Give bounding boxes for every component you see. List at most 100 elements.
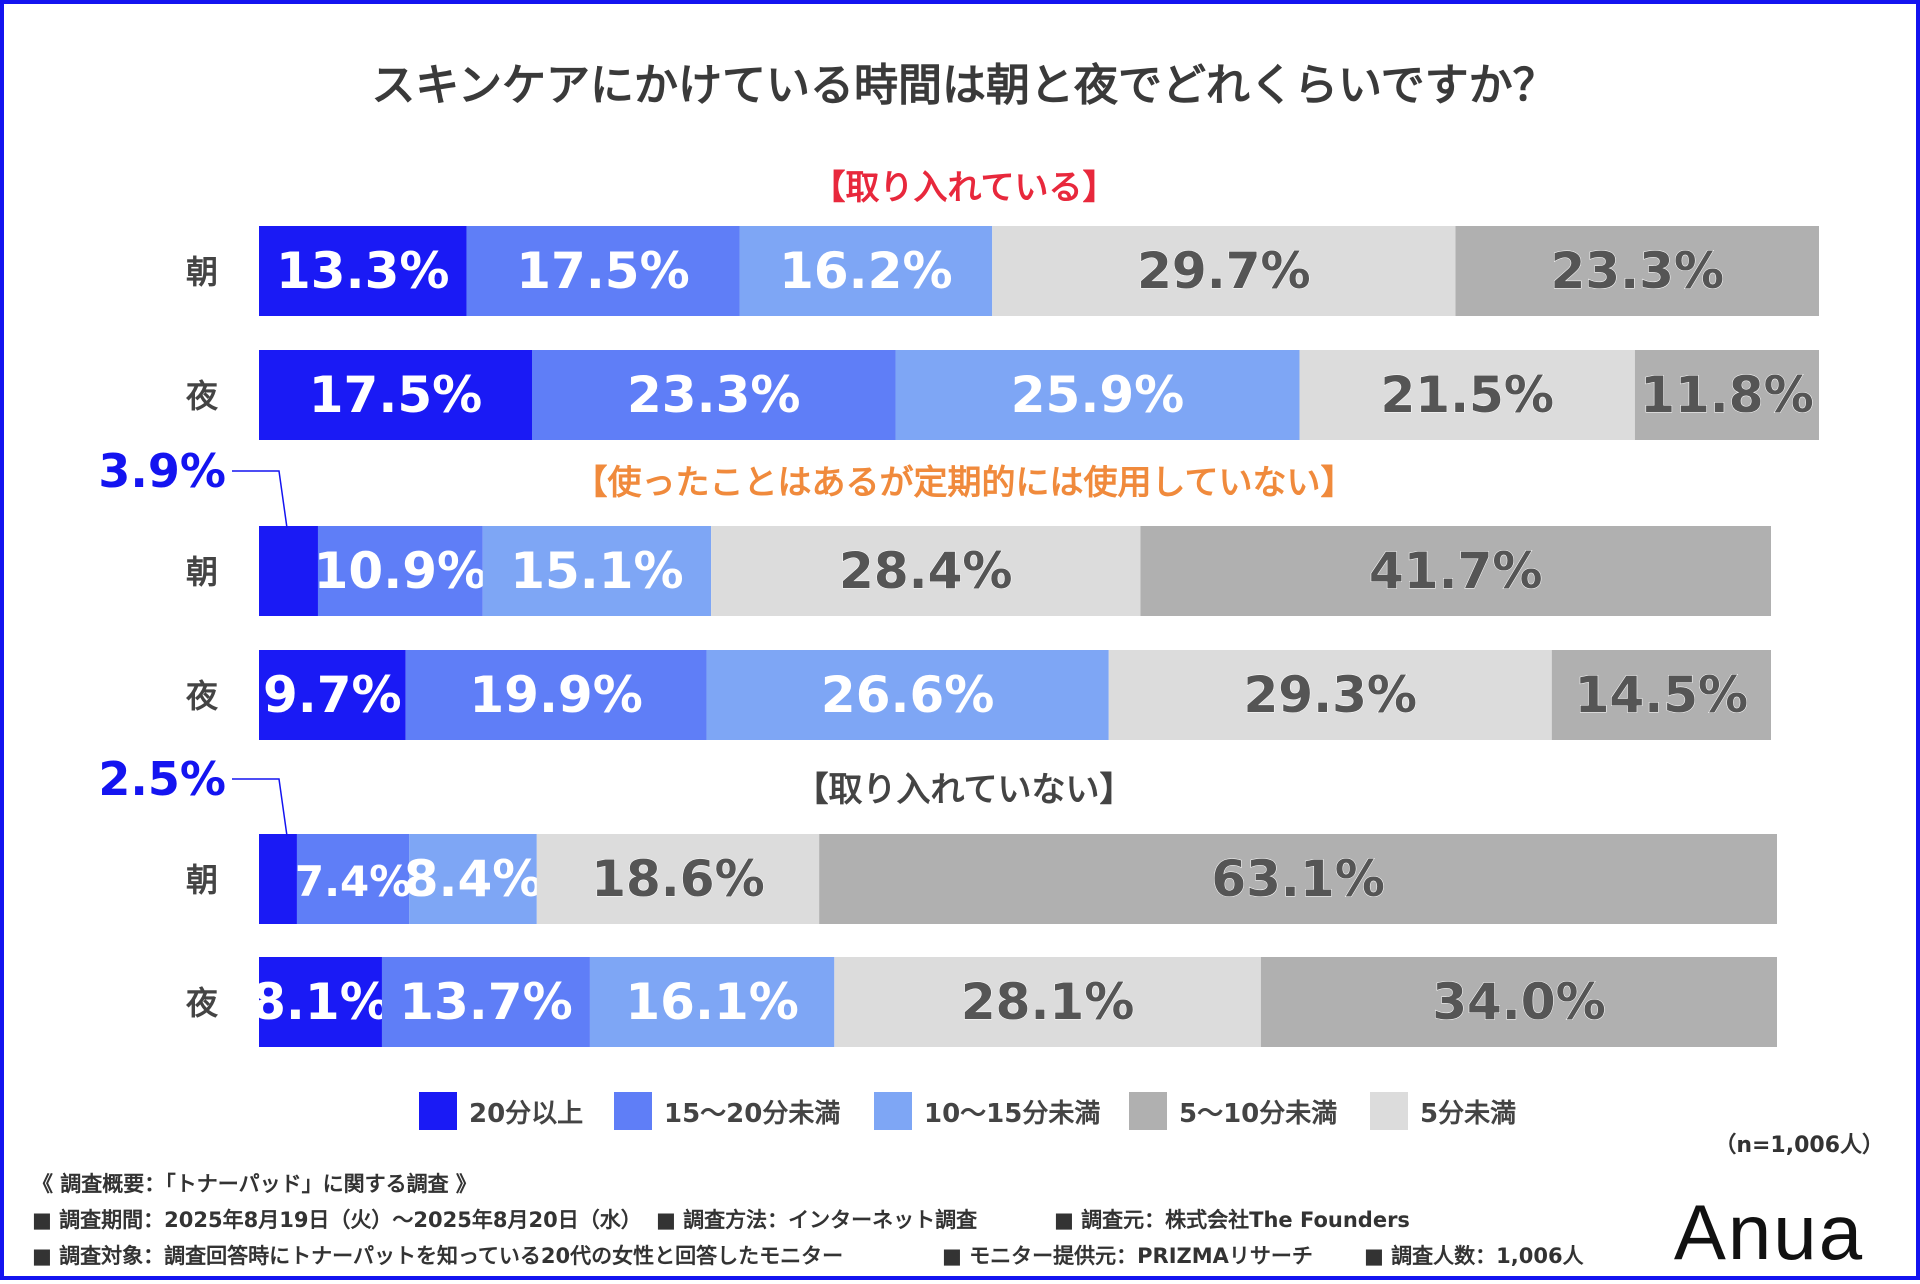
legend-swatch <box>874 1092 912 1130</box>
bar-value-label: 26.6% <box>821 666 994 724</box>
bar-segment <box>1455 226 1819 316</box>
bar-segment <box>259 226 467 316</box>
bar-segment <box>405 650 707 740</box>
survey-footer: 《 調査概要：「トナーパッド」に関する調査 》 ■ 調査期間：2025年8月19… <box>32 1172 1584 1268</box>
bar-segment <box>466 226 740 316</box>
legend: 20分以上 15〜20分未満 10〜15分未満 5〜10分未満 5分未満 <box>419 1092 1516 1130</box>
bar-row: 朝 2.5% 7.4%8.4% 18.6% 63.1% <box>98 752 1777 924</box>
bar-value-label: 14.5% <box>1575 666 1748 724</box>
legend-item: 5分未満 <box>1370 1092 1516 1130</box>
bar-value-label: 8.4% <box>404 850 543 908</box>
bar-row: 朝 13.3% 17.5% 16.2% 29.7% 23.3% <box>186 226 1819 316</box>
bar-segment <box>482 526 712 616</box>
sample-note: （n=1,006人） <box>1714 1133 1884 1158</box>
bar-segment <box>895 350 1300 440</box>
legend-swatch <box>614 1092 652 1130</box>
row-label: 朝 <box>186 861 218 899</box>
row-label: 朝 <box>186 553 218 591</box>
legend-item: 15〜20分未満 <box>614 1092 840 1130</box>
bar-segment <box>259 957 382 1047</box>
bar-value-label: 17.5% <box>516 242 689 300</box>
group-2: 【使ったことはあるが定期的には使用していない】朝 3.9% 10.9% 15.1% 28… <box>98 444 1771 740</box>
bar-value-label: 29.3% <box>1244 666 1417 724</box>
bar-value-label: 28.4% <box>839 542 1012 600</box>
bar-value-label: 19.9% <box>469 666 642 724</box>
bar-segment <box>834 957 1261 1047</box>
bar-segment <box>259 834 297 924</box>
footer-line-1: 《 調査概要：「トナーパッド」に関する調査 》 <box>32 1172 477 1196</box>
bar-segment <box>1140 526 1771 616</box>
bar-segment <box>1551 650 1771 740</box>
bar-value-label: 11.8% <box>1640 366 1813 424</box>
callout-line <box>232 778 288 837</box>
bar-value-label: 63.1% <box>1211 850 1384 908</box>
legend-label: 10〜15分未満 <box>924 1099 1100 1129</box>
legend-swatch <box>1370 1092 1408 1130</box>
legend-label: 5分未満 <box>1420 1099 1516 1129</box>
bar-segment <box>711 526 1141 616</box>
group-title: 【使ったことはあるが定期的には使用していない】 <box>574 463 1355 503</box>
footer-provider: ■ モニター提供元：PRIZMAリサーチ <box>942 1244 1313 1268</box>
bar-segment <box>706 650 1109 740</box>
bar-value-label: 9.7% <box>263 666 402 724</box>
chart-title: スキンケアにかけている時間は朝と夜でどれくらいですか？ <box>371 60 1556 111</box>
bar-value-label: 16.1% <box>625 973 798 1031</box>
bar-value-label: 41.7% <box>1369 542 1542 600</box>
bar-segment <box>296 834 410 924</box>
legend-item: 5〜10分未満 <box>1129 1092 1337 1130</box>
bar-segment <box>259 350 532 440</box>
bar-value-label: 23.3% <box>627 366 800 424</box>
bar-segment <box>317 526 483 616</box>
footer-target: ■ 調査対象：調査回答時にトナーパットを知っている20代の女性と回答したモニター <box>32 1244 843 1268</box>
bar-segment <box>259 650 406 740</box>
footer-method: ■ 調査方法：インターネット調査 <box>656 1208 977 1232</box>
bar-segment <box>536 834 820 924</box>
legend-item: 20分以上 <box>419 1092 583 1130</box>
row-label: 夜 <box>185 984 219 1022</box>
legend-swatch <box>1129 1092 1167 1130</box>
legend-label: 5〜10分未満 <box>1179 1099 1337 1129</box>
bar-value-label: 7.4% <box>295 857 411 906</box>
group-1: 【取り入れている】朝 13.3% 17.5% 16.2% 29.7% 23.3% 夜 17.5… <box>185 168 1819 440</box>
legend-item: 10〜15分未満 <box>874 1092 1100 1130</box>
bar-row: 夜 9.7% 19.9% 26.6% 29.3% 14.5% <box>185 650 1771 740</box>
bar-segment <box>739 226 993 316</box>
bar-value-label: 29.7% <box>1137 242 1310 300</box>
footer-source: ■ 調査元：株式会社The Founders <box>1054 1208 1410 1232</box>
bar-value-label: 8.1% <box>251 973 390 1031</box>
group-3: 【取り入れていない】朝 2.5% 7.4%8.4% 18.6% 63.1% 夜 8.1% 13… <box>98 752 1777 1047</box>
bar-segment <box>1108 650 1552 740</box>
bar-row: 朝 3.9% 10.9% 15.1% 28.4% 41.7% <box>98 444 1771 616</box>
anua-logo: Anua <box>1674 1188 1864 1276</box>
legend-label: 15〜20分未満 <box>664 1099 840 1129</box>
bar-value-label: 16.2% <box>779 242 952 300</box>
bar-value-label: 13.3% <box>276 242 449 300</box>
bar-value-label: 25.9% <box>1011 366 1184 424</box>
bar-row: 夜 8.1% 13.7% 16.1% 28.1% 34.0% <box>185 957 1777 1047</box>
bar-value-label: 21.5% <box>1380 366 1553 424</box>
bar-segment <box>1260 957 1777 1047</box>
bar-value-label: 18.6% <box>591 850 764 908</box>
legend-swatch <box>419 1092 457 1130</box>
bar-segment <box>409 834 537 924</box>
bar-value-label: 34.0% <box>1432 973 1605 1031</box>
bar-segment <box>259 526 318 616</box>
bar-value-label: 17.5% <box>309 366 482 424</box>
row-label: 朝 <box>186 253 218 291</box>
row-label: 夜 <box>185 677 219 715</box>
group-title: 【取り入れていない】 <box>795 770 1134 810</box>
legend-label: 20分以上 <box>469 1099 583 1129</box>
callout-label: 3.9% <box>98 444 226 498</box>
chart-svg: スキンケアにかけている時間は朝と夜でどれくらいですか？ 【取り入れている】朝 13… <box>32 60 1884 1276</box>
footer-period: ■ 調査期間：2025年8月19日（火）〜2025年8月20日（水） <box>32 1208 642 1232</box>
bar-value-label: 10.9% <box>314 542 487 600</box>
bar-value-label: 28.1% <box>961 973 1134 1031</box>
callout-line <box>232 470 288 529</box>
bar-segment <box>992 226 1456 316</box>
bar-value-label: 15.1% <box>510 542 683 600</box>
group-title: 【取り入れている】 <box>812 168 1117 208</box>
footer-count: ■ 調査人数：1,006人 <box>1364 1244 1584 1268</box>
callout-label: 2.5% <box>98 752 226 806</box>
bar-segment <box>819 834 1777 924</box>
bar-segment <box>1634 350 1819 440</box>
